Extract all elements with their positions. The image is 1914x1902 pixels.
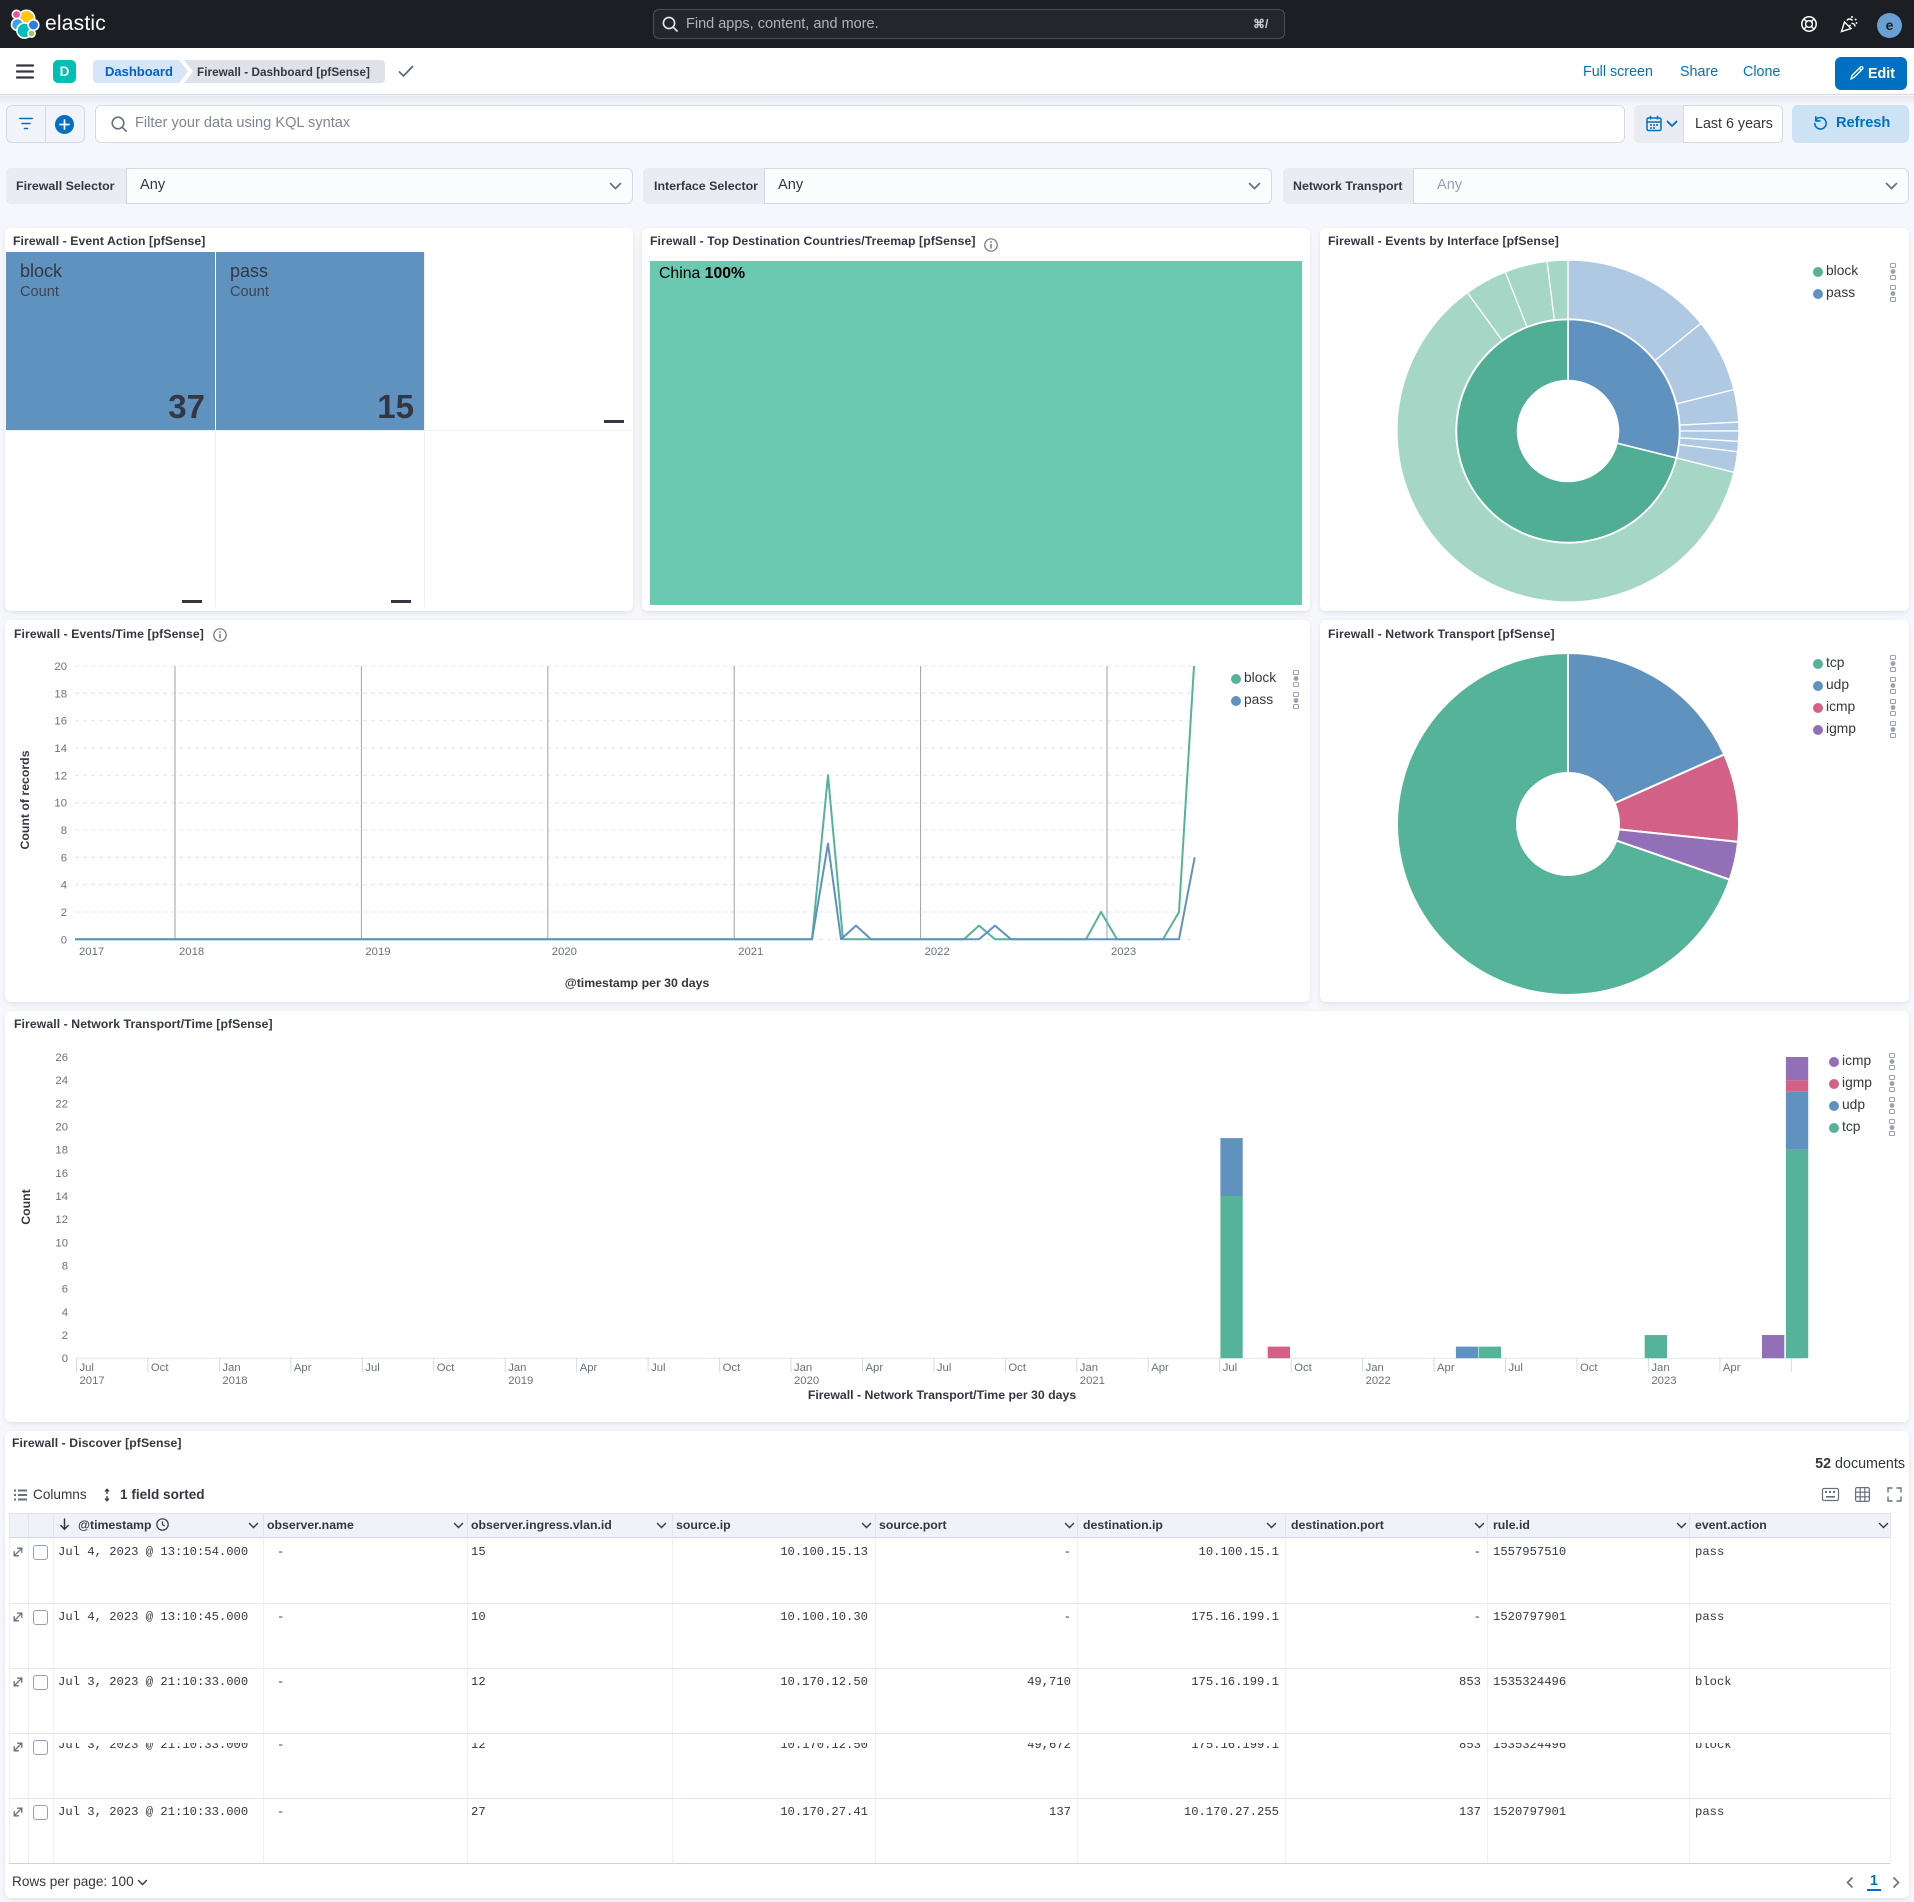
- svg-text:Jul: Jul: [651, 1362, 665, 1374]
- svg-text:8: 8: [62, 1261, 68, 1273]
- svg-text:Oct: Oct: [437, 1362, 455, 1374]
- svg-text:14: 14: [55, 1191, 68, 1203]
- svg-text:@timestamp per 30 days: @timestamp per 30 days: [565, 976, 710, 990]
- svg-text:Jul: Jul: [937, 1362, 951, 1374]
- svg-text:Apr: Apr: [1437, 1362, 1455, 1374]
- svg-text:22: 22: [55, 1098, 68, 1110]
- svg-text:4: 4: [61, 880, 67, 892]
- svg-text:0: 0: [61, 934, 67, 946]
- svg-text:Apr: Apr: [1151, 1362, 1169, 1374]
- svg-text:26: 26: [55, 1052, 68, 1064]
- svg-text:Jan: Jan: [508, 1362, 526, 1374]
- svg-text:Count of records: Count of records: [18, 750, 32, 849]
- svg-text:Apr: Apr: [294, 1362, 312, 1374]
- svg-text:2020: 2020: [794, 1375, 819, 1387]
- svg-text:2018: 2018: [179, 946, 204, 958]
- svg-text:2022: 2022: [925, 946, 950, 958]
- svg-text:14: 14: [54, 743, 67, 755]
- svg-text:20: 20: [54, 661, 67, 673]
- svg-text:2017: 2017: [79, 946, 104, 958]
- svg-text:2021: 2021: [1080, 1375, 1105, 1387]
- svg-text:Jan: Jan: [222, 1362, 240, 1374]
- svg-text:Oct: Oct: [723, 1362, 741, 1374]
- svg-text:2018: 2018: [222, 1375, 247, 1387]
- svg-text:0: 0: [62, 1353, 68, 1365]
- svg-text:Oct: Oct: [1008, 1362, 1026, 1374]
- svg-text:10: 10: [54, 798, 67, 810]
- svg-text:Apr: Apr: [866, 1362, 884, 1374]
- svg-text:2: 2: [62, 1330, 68, 1342]
- svg-text:2020: 2020: [552, 946, 577, 958]
- svg-text:12: 12: [54, 770, 67, 782]
- svg-text:2021: 2021: [738, 946, 763, 958]
- svg-text:20: 20: [55, 1122, 68, 1134]
- svg-text:Jan: Jan: [1651, 1362, 1669, 1374]
- svg-text:18: 18: [54, 688, 67, 700]
- svg-text:2023: 2023: [1111, 946, 1136, 958]
- svg-text:2019: 2019: [508, 1375, 533, 1387]
- svg-text:Jul: Jul: [365, 1362, 379, 1374]
- svg-text:10: 10: [55, 1237, 68, 1249]
- svg-text:Apr: Apr: [580, 1362, 598, 1374]
- svg-text:Jan: Jan: [794, 1362, 812, 1374]
- svg-text:4: 4: [62, 1307, 68, 1319]
- svg-text:12: 12: [55, 1214, 68, 1226]
- svg-text:16: 16: [55, 1168, 68, 1180]
- svg-text:2: 2: [61, 907, 67, 919]
- svg-text:Firewall - Network Transport/T: Firewall - Network Transport/Time per 30…: [808, 1388, 1077, 1402]
- svg-text:Jan: Jan: [1366, 1362, 1384, 1374]
- svg-text:Jul: Jul: [1509, 1362, 1523, 1374]
- svg-text:8: 8: [61, 825, 67, 837]
- svg-text:2017: 2017: [80, 1375, 105, 1387]
- svg-text:Jul: Jul: [1223, 1362, 1237, 1374]
- svg-text:2019: 2019: [365, 946, 390, 958]
- svg-text:Jul: Jul: [80, 1362, 94, 1374]
- svg-text:24: 24: [55, 1075, 68, 1087]
- svg-text:Oct: Oct: [151, 1362, 169, 1374]
- svg-text:2023: 2023: [1651, 1375, 1676, 1387]
- svg-text:6: 6: [61, 852, 67, 864]
- svg-text:2022: 2022: [1366, 1375, 1391, 1387]
- svg-text:Count: Count: [19, 1189, 33, 1225]
- svg-text:16: 16: [54, 716, 67, 728]
- svg-text:Apr: Apr: [1723, 1362, 1741, 1374]
- svg-text:18: 18: [55, 1145, 68, 1157]
- svg-text:Oct: Oct: [1294, 1362, 1312, 1374]
- svg-text:Jan: Jan: [1080, 1362, 1098, 1374]
- svg-text:6: 6: [62, 1284, 68, 1296]
- svg-text:Oct: Oct: [1580, 1362, 1598, 1374]
